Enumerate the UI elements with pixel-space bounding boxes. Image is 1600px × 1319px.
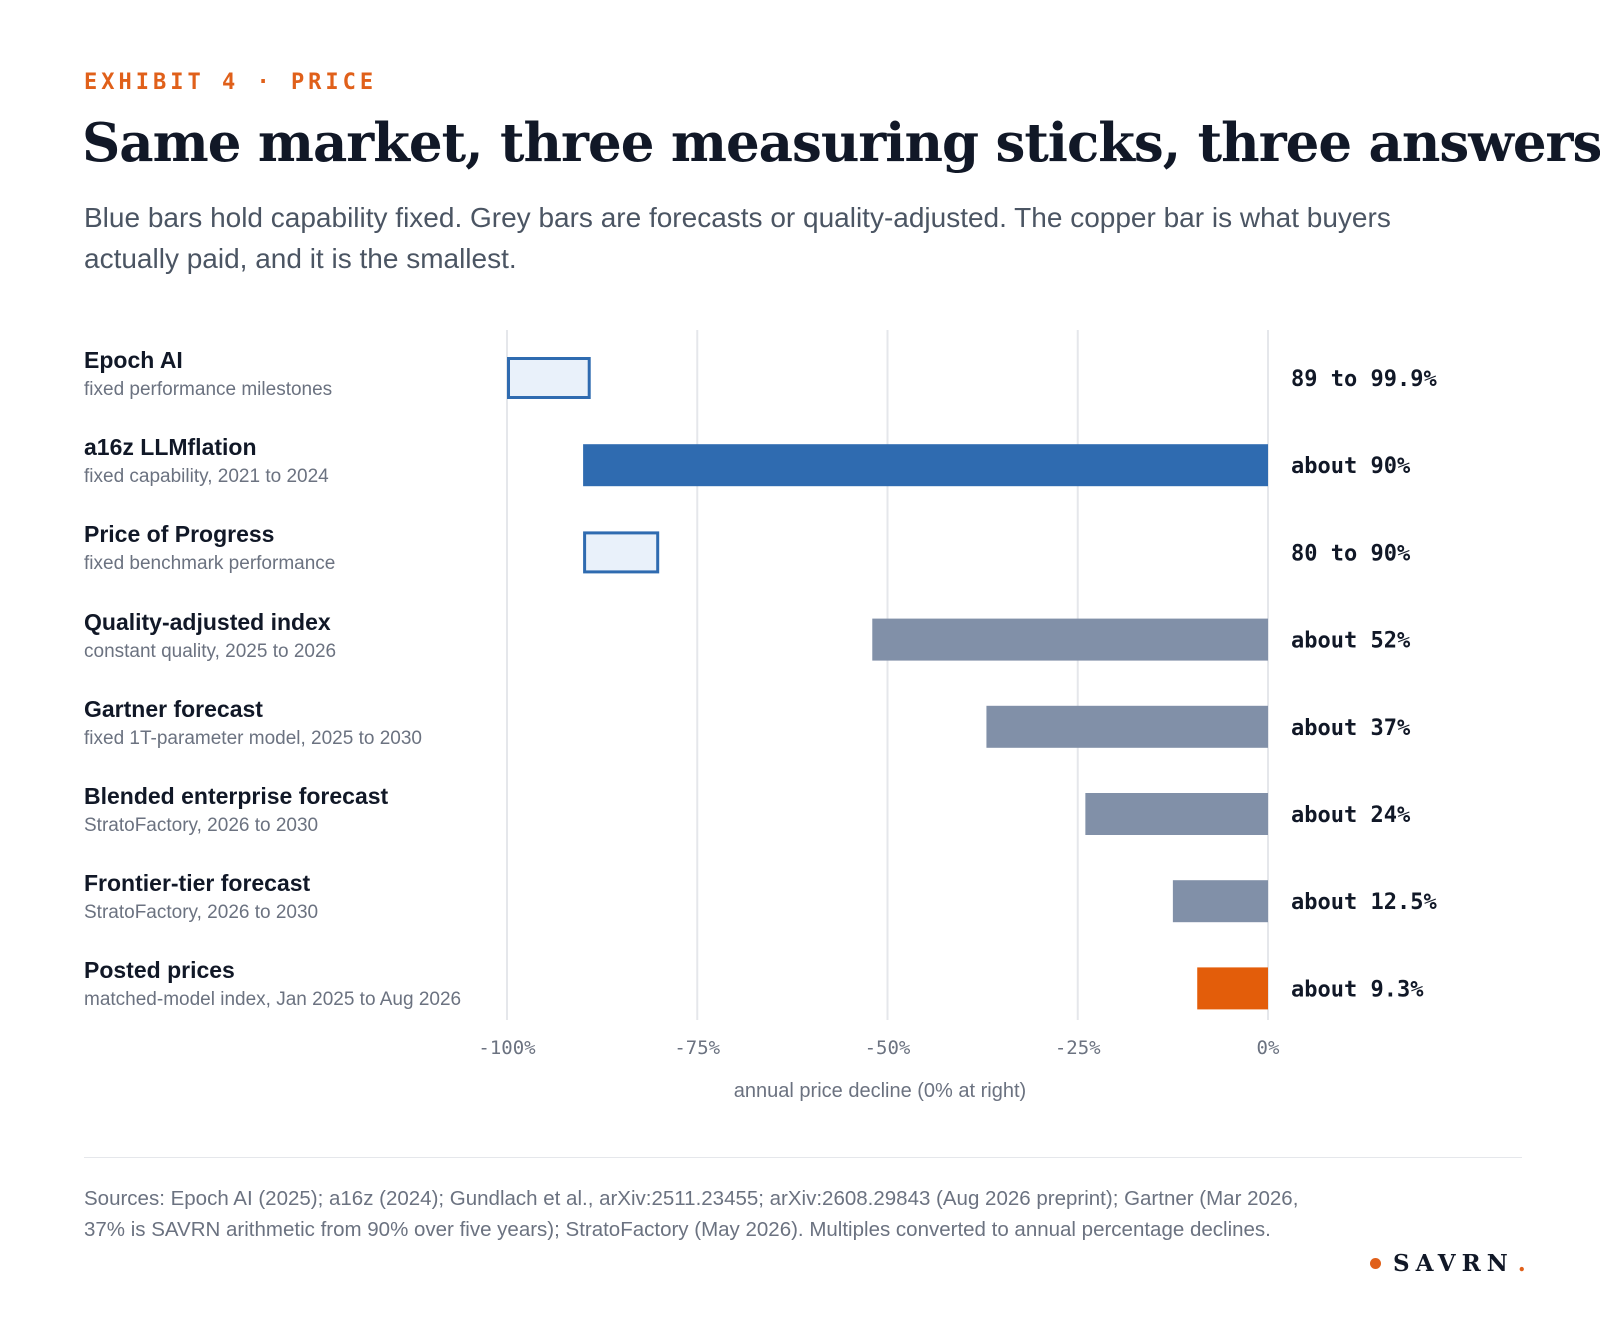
value-label: about 52% bbox=[1291, 629, 1411, 654]
bar bbox=[1085, 793, 1268, 835]
row-label: Epoch AI fixed performance milestones bbox=[84, 346, 504, 404]
value-label: about 12.5% bbox=[1291, 890, 1437, 915]
row-name: Posted prices bbox=[84, 957, 235, 984]
chart-subtitle: Blue bars hold capability fixed. Grey ba… bbox=[84, 202, 1391, 274]
row-description: matched-model index, Jan 2025 to Aug 202… bbox=[84, 989, 462, 1011]
x-axis-title: annual price decline (0% at right) bbox=[733, 1080, 1027, 1102]
x-tick-label: -50% bbox=[865, 1037, 911, 1059]
bar bbox=[1197, 967, 1268, 1010]
row-label: Blended enterprise forecast StratoFactory… bbox=[84, 782, 504, 840]
bar bbox=[507, 357, 591, 399]
row-name: a16z LLMflation bbox=[84, 434, 257, 461]
row-description: fixed 1T-parameter model, 2025 to 2030 bbox=[84, 727, 422, 749]
row-name: Frontier-tier forecast bbox=[84, 870, 311, 897]
bar bbox=[1172, 880, 1268, 923]
row-name: Gartner forecast bbox=[84, 695, 263, 722]
x-tick-label: -75% bbox=[674, 1037, 720, 1059]
row-description: fixed performance milestones bbox=[84, 379, 333, 400]
value-label: about 90% bbox=[1291, 454, 1411, 479]
footer-divider bbox=[84, 1157, 1522, 1158]
bar bbox=[583, 531, 660, 574]
row-description: StratoFactory, 2026 to 2030 bbox=[84, 902, 319, 924]
brand-logo: SAVRN . bbox=[1370, 1250, 1532, 1277]
row-name: Blended enterprise forecast bbox=[84, 783, 389, 809]
value-label: about 9.3% bbox=[1291, 977, 1424, 1002]
sources-note: Sources: Epoch AI (2025); a16z (2024); G… bbox=[84, 1187, 1299, 1241]
exhibit-eyebrow: EXHIBIT 4 · PRICE bbox=[84, 70, 378, 95]
bar bbox=[986, 705, 1268, 748]
bar bbox=[583, 444, 1268, 487]
x-tick-label: -100% bbox=[478, 1037, 536, 1059]
row-label: Price of Progress fixed benchmark perform… bbox=[84, 520, 504, 578]
bar bbox=[872, 618, 1268, 661]
row-name: Quality-adjusted index bbox=[84, 608, 331, 635]
row-description: constant quality, 2025 to 2026 bbox=[84, 640, 337, 662]
row-name: Epoch AI bbox=[84, 347, 183, 373]
x-tick-label: 0% bbox=[1257, 1037, 1280, 1059]
row-label: Frontier-tier forecast StratoFactory, 202… bbox=[84, 869, 504, 927]
x-tick-label: -25% bbox=[1055, 1037, 1101, 1059]
row-label: Quality-adjusted index constant quality, … bbox=[84, 608, 504, 666]
brand-name: SAVRN bbox=[1393, 1250, 1514, 1277]
row-description: fixed benchmark performance bbox=[84, 553, 336, 575]
value-label: about 37% bbox=[1291, 716, 1411, 741]
row-label: Posted prices matched-model index, Jan 20… bbox=[84, 956, 504, 1014]
chart-title: Same market, three measuring sticks, thr… bbox=[82, 112, 1600, 174]
row-description: fixed capability, 2021 to 2024 bbox=[84, 466, 329, 488]
row-name: Price of Progress bbox=[84, 521, 275, 548]
value-label: about 24% bbox=[1291, 803, 1411, 828]
row-label: Gartner forecast fixed 1T-parameter model… bbox=[84, 695, 504, 753]
value-label: 80 to 90% bbox=[1291, 541, 1411, 566]
row-label: a16z LLMflation fixed capability, 2021 to… bbox=[84, 433, 504, 491]
brand-dot-icon bbox=[1370, 1258, 1381, 1269]
row-description: StratoFactory, 2026 to 2030 bbox=[84, 815, 319, 836]
brand-period: . bbox=[1517, 1250, 1532, 1277]
value-label: 89 to 99.9% bbox=[1291, 367, 1437, 392]
